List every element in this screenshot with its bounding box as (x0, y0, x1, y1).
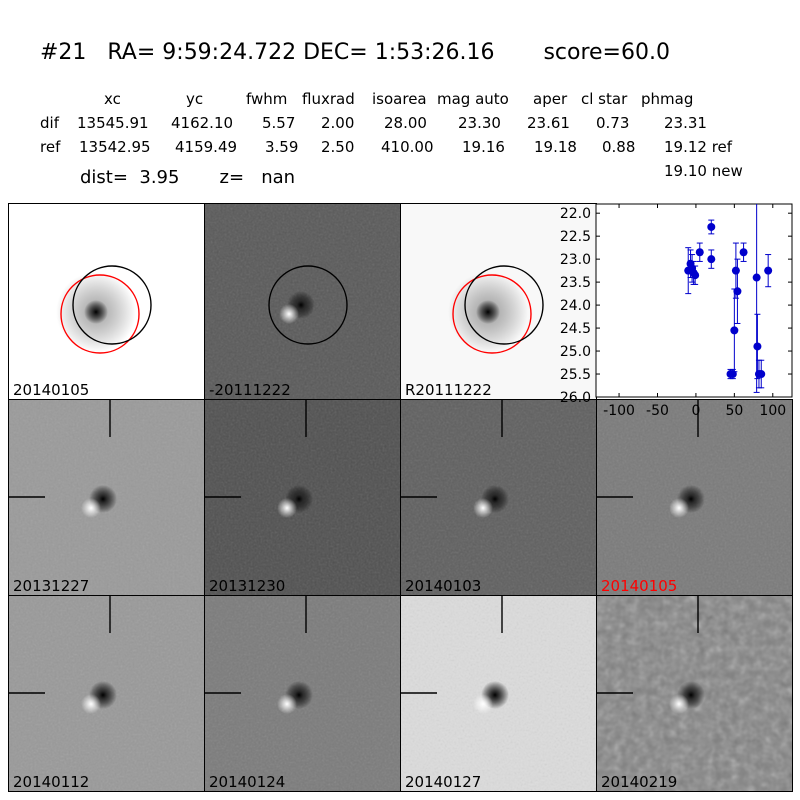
x-tick-label: 0 (691, 403, 700, 419)
ref-isoarea: 410.00 (381, 138, 434, 156)
data-point (739, 248, 748, 257)
col-isoarea: isoarea (372, 90, 427, 108)
data-point (757, 370, 766, 379)
ref-xc: 13542.95 (79, 138, 151, 156)
ref-mag-auto: 19.16 (462, 138, 505, 156)
col-xc: xc (104, 90, 121, 108)
y-tick-label: 25.5 (560, 367, 591, 383)
ref-fluxrad: 2.50 (321, 138, 355, 156)
dif-isoarea: 28.00 (384, 114, 427, 132)
stamp-date-label: 20131227 (13, 577, 90, 595)
y-tick-label: 23.5 (560, 275, 591, 291)
ref-yc: 4159.49 (175, 138, 238, 156)
dif-label: dif (40, 114, 59, 132)
stamp-date-label: R20111222 (405, 381, 492, 399)
image-stamp: 20140124 (204, 595, 401, 792)
stamp-date-label: 20140112 (13, 773, 90, 791)
stamp-image (9, 596, 204, 791)
data-point (728, 370, 737, 379)
image-stamp: 20131227 (8, 399, 205, 596)
stamp-image (597, 596, 792, 791)
stamp-date-label: 20140105 (601, 577, 678, 595)
stamp-date-label: 20140124 (209, 773, 286, 791)
dif-yc: 4162.10 (171, 114, 234, 132)
x-tick-label: -50 (646, 403, 669, 419)
ref-phmag: 19.12 ref (664, 138, 733, 156)
stamp-image (56, 265, 152, 354)
dif-mag-auto: 23.30 (458, 114, 501, 132)
dist-z-readout: dist= 3.95 z= nan (80, 167, 296, 188)
stamp-image (205, 204, 400, 399)
y-tick-label: 24.5 (560, 321, 591, 337)
col-yc: yc (186, 90, 204, 108)
new-phmag: 19.10 new (664, 162, 743, 180)
image-stamp: 20140105 (596, 399, 793, 596)
ref-label: ref (40, 138, 61, 156)
stamp-date-label: 20140105 (13, 381, 90, 399)
ref-fwhm: 3.59 (265, 138, 299, 156)
stamp-date-label: 20140103 (405, 577, 482, 595)
data-point (731, 266, 740, 275)
image-stamp: 20140103 (400, 399, 597, 596)
stamp-image (597, 400, 792, 595)
y-tick-label: 26.0 (560, 390, 591, 406)
light-curve-chart: 22.0 22.5 23.0 23.5 24.0 24.5 25.0 25.5 26.0 -100… (560, 203, 793, 419)
dif-cl-star: 0.73 (596, 114, 630, 132)
data-point (707, 255, 716, 264)
plot-frame (595, 203, 793, 398)
data-point (707, 222, 716, 231)
col-aper: aper (533, 90, 568, 108)
col-mag-auto: mag auto (437, 90, 509, 108)
stamp-date-label: 20140127 (405, 773, 482, 791)
y-tick-label: 22.0 (560, 206, 591, 222)
stamp-date-label: -20111222 (209, 381, 291, 399)
stamp-image (205, 596, 400, 791)
ref-cl-star: 0.88 (602, 138, 636, 156)
dif-fluxrad: 2.00 (321, 114, 355, 132)
ref-aperture-circle (60, 274, 140, 354)
y-tick-label: 24.0 (560, 298, 591, 314)
dif-xc: 13545.91 (77, 114, 149, 132)
image-stamp: 20140127 (400, 595, 597, 792)
stamp-image (448, 265, 544, 354)
stamp-image (401, 596, 596, 791)
image-stamp: R20111222 (400, 203, 597, 400)
image-stamp: 20140105 (8, 203, 205, 400)
page-title: #21 RA= 9:59:24.722 DEC= 1:53:26.16 scor… (40, 40, 670, 65)
col-fwhm: fwhm (246, 90, 288, 108)
ref-aper: 19.18 (534, 138, 577, 156)
image-stamp: 20140112 (8, 595, 205, 792)
col-fluxrad: fluxrad (302, 90, 355, 108)
stamp-image (9, 400, 204, 595)
data-point (695, 248, 704, 257)
data-point (752, 273, 761, 282)
x-tick-label: -100 (603, 403, 635, 419)
data-point (753, 342, 762, 351)
dif-fwhm: 5.57 (262, 114, 296, 132)
image-stamp: 20140219 (596, 595, 793, 792)
dif-phmag: 23.31 (664, 114, 707, 132)
stamp-image (401, 400, 596, 595)
y-tick-label: 25.0 (560, 344, 591, 360)
y-tick-label: 23.0 (560, 252, 591, 268)
dif-aper: 23.61 (527, 114, 570, 132)
image-stamp: 20131230 (204, 399, 401, 596)
stamp-date-label: 20131230 (209, 577, 286, 595)
col-phmag: phmag (641, 90, 694, 108)
stamp-date-label: 20140219 (601, 773, 678, 791)
y-tick-label: 22.5 (560, 229, 591, 245)
data-point (691, 271, 700, 280)
x-tick-label: 100 (759, 403, 786, 419)
data-point (730, 326, 739, 335)
data-point (733, 287, 742, 296)
new-aperture-circle (268, 265, 348, 345)
image-stamp: -20111222 (204, 203, 401, 400)
new-aperture-circle (464, 265, 544, 345)
col-cl-star: cl star (581, 90, 628, 108)
x-tick-label: 50 (725, 403, 743, 419)
new-aperture-circle (72, 265, 152, 345)
ref-aperture-circle (452, 274, 532, 354)
stamp-image (205, 400, 400, 595)
data-point (764, 266, 773, 275)
